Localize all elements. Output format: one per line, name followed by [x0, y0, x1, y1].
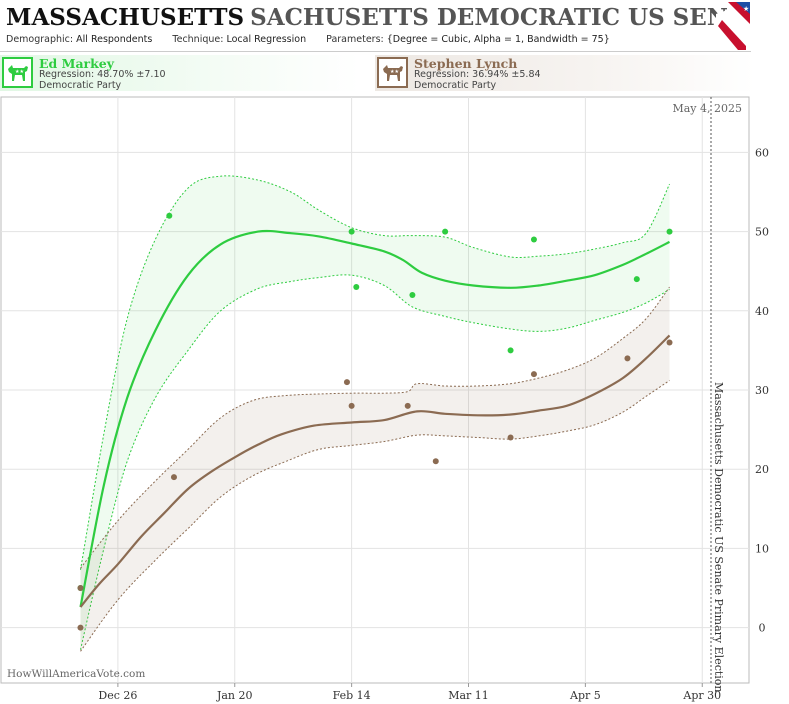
- poll-point: [666, 339, 673, 346]
- trend-line: [79, 334, 671, 608]
- x-tick-label: Jan 20: [216, 689, 253, 702]
- technique-label: Technique:: [172, 34, 224, 45]
- donkey-icon: ★★: [377, 57, 408, 88]
- y-tick-label: 30: [755, 384, 769, 397]
- y-tick-label: 20: [755, 463, 769, 476]
- poll-point: [432, 458, 439, 465]
- candidate-regression: Regression: 48.70% ±7.10: [39, 69, 166, 80]
- x-tick-label: Apr 30: [682, 689, 721, 702]
- confidence-band-upper: [80, 175, 670, 570]
- x-tick-label: Dec 26: [98, 689, 137, 702]
- svg-text:★★: ★★: [15, 69, 24, 75]
- donkey-icon: ★★: [2, 57, 33, 88]
- x-tick-label: Apr 5: [569, 689, 601, 702]
- technique-value: Local Regression: [226, 34, 307, 45]
- poll-point: [353, 284, 360, 291]
- y-axis-ticks: 0 10 20 30 40 50 60: [755, 146, 769, 634]
- candidate-party: Democratic Party: [414, 80, 497, 91]
- y-tick-label: 50: [755, 226, 769, 239]
- candidate-name: Stephen Lynch: [414, 56, 518, 71]
- poll-point: [77, 584, 84, 591]
- poll-point: [624, 355, 631, 362]
- site-watermark: HowWillAmericaVote.com: [7, 668, 146, 680]
- poll-point: [170, 474, 177, 481]
- candidate-party: Democratic Party: [39, 80, 122, 91]
- poll-point: [530, 236, 537, 243]
- poll-point: [348, 228, 355, 235]
- demographic-value: All Respondents: [76, 34, 153, 45]
- regression-chart: 0 10 20 30 40 50 60 Dec 26 Jan 20 Feb 14 Mar 11 Ap…: [0, 96, 769, 702]
- regression-parameters: Demographic: All Respondents Technique: …: [6, 34, 610, 45]
- poll-point: [77, 624, 84, 631]
- candidate-name: Ed Markey: [39, 56, 115, 71]
- svg-text:★: ★: [743, 5, 749, 13]
- page-title: MASSACHUSETTS SACHUSETTS DEMOCRATIC US SE…: [6, 3, 746, 33]
- poll-point: [633, 276, 640, 283]
- page-title-sub: SACHUSETTS DEMOCRATIC US SENATE PRIM: [250, 4, 746, 31]
- x-tick-label: Mar 11: [448, 689, 489, 702]
- candidate-card-markey: ★★ Ed Markey Regression: 48.70% ±7.10 De…: [0, 55, 360, 91]
- poll-point: [507, 347, 514, 354]
- chart-title: Massachusetts Democratic US Senate Prima…: [712, 382, 725, 693]
- chart-header: MASSACHUSETTS SACHUSETTS DEMOCRATIC US SE…: [0, 0, 789, 52]
- demographic-label: Demographic:: [6, 34, 74, 45]
- confidence-bands: [80, 175, 670, 652]
- poll-point: [666, 228, 673, 235]
- x-axis-ticks: Dec 26 Jan 20 Feb 14 Mar 11 Apr 5 Apr 30: [98, 683, 721, 702]
- poll-point: [343, 379, 350, 386]
- grid-lines: [1, 97, 749, 683]
- flag-logo-icon: ★: [716, 2, 750, 50]
- candidate-card-lynch: ★★ Stephen Lynch Regression: 36.94% ±5.8…: [375, 55, 755, 91]
- confidence-band-area: [80, 175, 670, 650]
- today-date-label: May 4, 2025: [672, 102, 742, 115]
- trend-line: [79, 229, 671, 608]
- poll-point: [442, 228, 449, 235]
- y-tick-label: 10: [755, 542, 769, 555]
- x-tick-label: Feb 14: [333, 689, 371, 702]
- poll-point: [530, 371, 537, 378]
- svg-text:★★: ★★: [390, 69, 399, 75]
- header-divider: [0, 51, 751, 52]
- poll-point: [409, 291, 416, 298]
- poll-point: [507, 434, 514, 441]
- y-tick-label: 0: [759, 622, 766, 635]
- parameters-label: Parameters:: [326, 34, 384, 45]
- y-tick-label: 40: [755, 305, 769, 318]
- parameters-value: {Degree = Cubic, Alpha = 1, Bandwidth = …: [386, 34, 610, 45]
- candidate-regression: Regression: 36.94% ±5.84: [414, 69, 541, 80]
- confidence-band-area: [80, 287, 670, 652]
- confidence-band-lower: [80, 274, 670, 650]
- poll-point: [166, 212, 173, 219]
- y-tick-label: 60: [755, 146, 769, 159]
- poll-points: [77, 212, 673, 631]
- poll-point: [404, 402, 411, 409]
- poll-point: [348, 402, 355, 409]
- page-title-main: MASSACHUSETTS: [6, 4, 245, 31]
- trend-lines: [79, 229, 671, 608]
- confidence-band-lower: [80, 380, 670, 652]
